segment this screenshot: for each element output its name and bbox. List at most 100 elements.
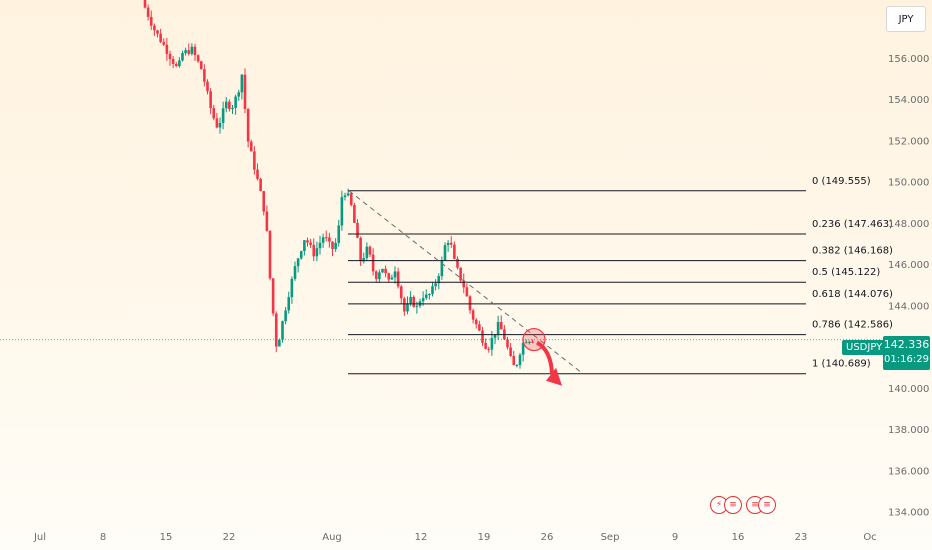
candle-body [459,267,462,281]
candle-body [303,240,306,252]
candle-body [531,341,534,343]
candle-body [362,258,366,262]
candle-body [331,241,334,250]
fib-level-label: 0.382 (146.168) [812,246,893,257]
candle-body [471,310,475,320]
candle-body [371,254,375,272]
candle-body [309,242,312,245]
candle-body [428,294,431,296]
candle-body [296,258,300,267]
candle-body [178,60,181,67]
candle-body [293,266,297,279]
price-tick-label: 150.000 [888,178,929,189]
candle-body [190,46,194,54]
candle-body [290,278,294,298]
candle-body [440,260,444,277]
price-tick-label: 144.000 [888,301,929,312]
candle-body [456,258,459,268]
candle-body [484,342,487,349]
currency-button[interactable]: JPY [886,6,926,32]
candle-body [406,303,409,312]
candle-body [328,237,331,242]
candles-layer [143,0,534,369]
candle-body [299,251,303,259]
us-flag-event-icon[interactable]: ≡ [724,496,742,514]
candle-body [515,365,519,367]
candle-body [187,50,191,54]
candle-body [196,55,200,62]
candle-body [346,193,350,196]
price-tick-label: 148.000 [888,219,929,230]
candle-body [209,91,212,109]
candle-body [259,178,262,192]
symbol-label: USDJPY [842,340,887,355]
candle-body [246,108,250,142]
time-tick-label: 19 [478,532,491,543]
candle-body [181,53,184,61]
bar-countdown: 01:16:29 [884,354,929,365]
fib-level-label: 0.618 (144.076) [812,289,893,300]
candle-body [521,342,525,355]
candle-body [159,33,162,42]
candle-body [446,242,450,246]
candle-body [234,96,237,108]
price-tick-label: 156.000 [888,54,929,65]
trendline [348,190,581,372]
candle-body [278,339,281,347]
price-tick-label: 140.000 [888,384,929,395]
candle-body [321,237,325,243]
candle-body [256,169,259,179]
candle-body [268,230,272,279]
candle-body [453,244,456,259]
time-tick-label: 26 [541,532,554,543]
candle-body [193,46,197,56]
candle-body [165,44,169,54]
candle-body [153,25,156,31]
price-axis: 156.000 154.000 152.000 150.000 148.000 146.0… [888,54,929,519]
price-tick-label: 146.000 [888,260,929,271]
candle-body [318,242,322,249]
candle-body [506,339,509,348]
candle-body [349,193,353,206]
candle-body [218,123,222,128]
candle-body [174,64,178,67]
time-tick-label: Aug [322,532,342,543]
candle-body [149,16,153,26]
candle-body [228,101,231,110]
fib-level-label: 0 (149.555) [812,176,871,187]
candle-body [231,107,234,110]
fib-level-label: 0.236 (147.463) [812,219,893,230]
candle-body [221,108,225,124]
fib-level-label: 0.5 (145.122) [812,267,880,278]
candle-body [237,92,241,97]
time-tick-label: 16 [732,532,745,543]
candle-body [365,246,369,259]
candle-body [462,280,466,288]
candle-body [449,242,453,245]
time-tick-label: 9 [672,532,678,543]
candle-body [499,321,503,330]
price-tick-label: 154.000 [888,95,929,106]
candle-body [240,74,244,93]
time-tick-label: 12 [415,532,428,543]
price-tick-label: 134.000 [888,508,929,519]
candle-body [478,324,481,331]
time-tick-label: 23 [795,532,808,543]
candle-body [490,337,494,350]
us-flag-event-icon[interactable]: ≡ [758,496,776,514]
candle-body [481,330,484,343]
candle-body [384,268,387,274]
candle-body [415,305,419,307]
candle-body [334,242,337,250]
candle-body [465,287,469,297]
candle-body [487,348,491,350]
candle-body [437,276,441,284]
candle-body [337,225,341,243]
candle-body [206,81,209,92]
candle-body [224,101,228,109]
candle-body [381,268,384,273]
candle-body [421,297,425,302]
candle-body [146,7,150,17]
candle-body [212,108,216,119]
